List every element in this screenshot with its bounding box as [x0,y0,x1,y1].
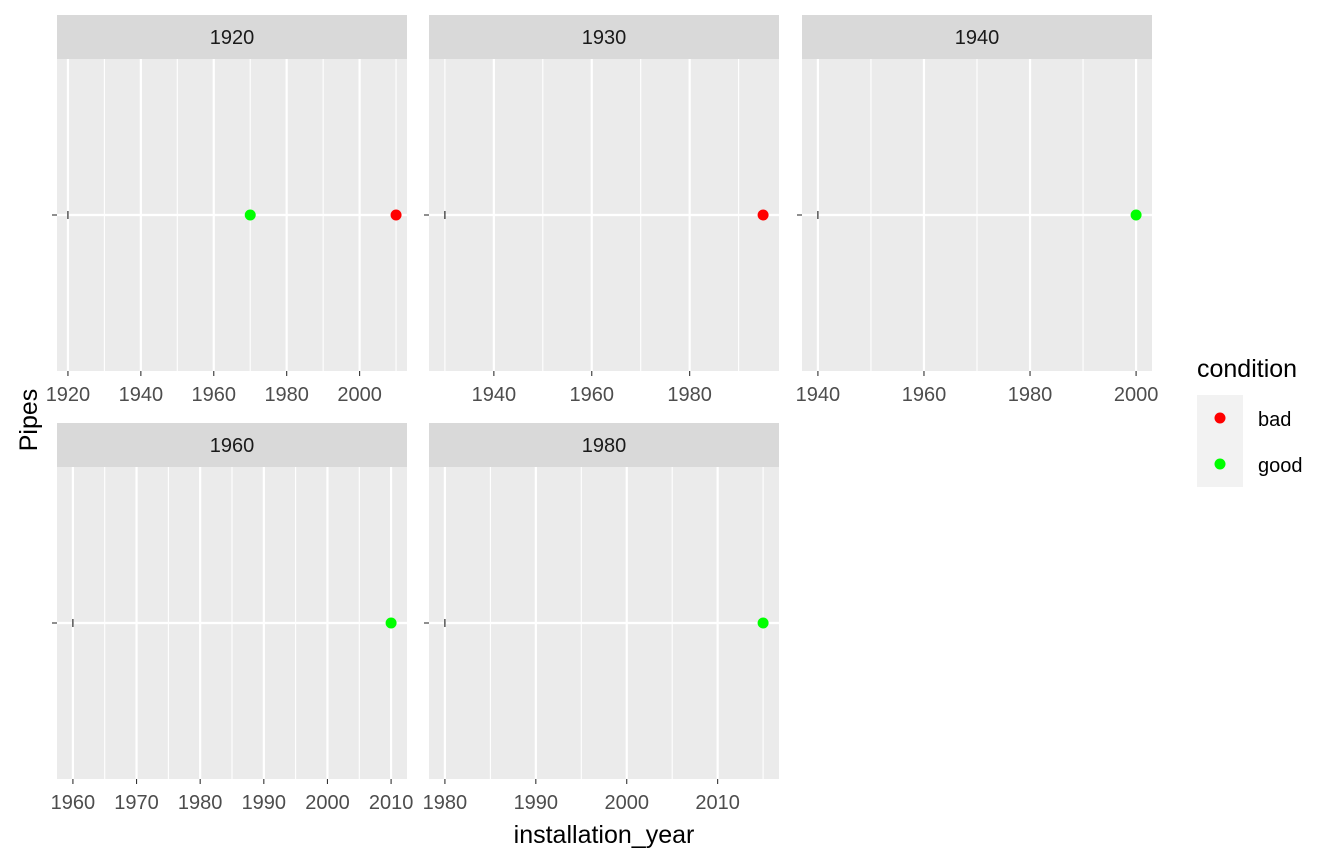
facet-strip [429,423,779,467]
x-tick-label: 2000 [337,384,382,406]
x-tick-label: 2000 [604,792,649,814]
data-point-good [244,209,256,221]
facet-strip-label: 1940 [955,27,1000,49]
x-tick-label: 1960 [192,384,237,406]
x-tick-label: 1980 [423,792,468,814]
y-axis-title: Pipes [15,389,43,452]
x-tick-label: 1940 [796,384,841,406]
data-point-bad [757,209,769,221]
x-tick-label: 2000 [305,792,350,814]
x-tick-label: 1990 [242,792,287,814]
facet-strip [57,423,407,467]
facet-strip-label: 1920 [210,27,255,49]
legend-title: condition [1197,355,1297,383]
facet-strip [429,15,779,59]
facet-strip [57,15,407,59]
legend-label-bad: bad [1258,409,1291,431]
facet-1980: 1980 1980 1990 2000 2010 [423,423,779,814]
x-tick-label: 2000 [1114,384,1159,406]
data-point-good [1130,209,1142,221]
facet-strip [802,15,1152,59]
x-tick-label: 1920 [46,384,91,406]
data-point-bad [390,209,402,221]
x-tick-label: 1980 [667,384,712,406]
legend-key-background [1197,395,1243,487]
x-tick-label: 1940 [119,384,164,406]
data-point-good [757,617,769,629]
x-tick-label: 1960 [902,384,947,406]
x-tick-label: 1960 [51,792,96,814]
legend: condition bad good [1197,355,1303,487]
legend-key-bad [1214,412,1226,424]
x-tick-label: 1980 [264,384,309,406]
legend-key-good [1214,458,1226,470]
data-point-good [385,617,397,629]
legend-label-good: good [1258,455,1303,477]
facet-1920: 1920 1920 1940 1960 1980 2000 [46,15,407,406]
facet-strip-label: 1980 [582,435,627,457]
x-tick-label: 1960 [570,384,615,406]
facet-strip-label: 1930 [582,27,627,49]
x-axis-title: installation_year [514,821,695,849]
facet-panels: 1920 1920 1940 1960 1980 2000 1930 1940 1960 1980… [46,15,1159,814]
x-tick-label: 1980 [178,792,223,814]
facet-strip-label: 1960 [210,435,255,457]
x-tick-label: 2010 [695,792,740,814]
facet-1960: 1960 1960 1970 1980 1990 2000 2010 [51,423,414,814]
facet-1940: 1940 1940 1960 1980 2000 [796,15,1159,406]
x-tick-label: 2010 [369,792,414,814]
x-tick-label: 1940 [472,384,517,406]
x-tick-label: 1990 [514,792,559,814]
x-tick-label: 1970 [114,792,159,814]
x-tick-label: 1980 [1008,384,1053,406]
facet-1930: 1930 1940 1960 1980 [424,15,779,406]
